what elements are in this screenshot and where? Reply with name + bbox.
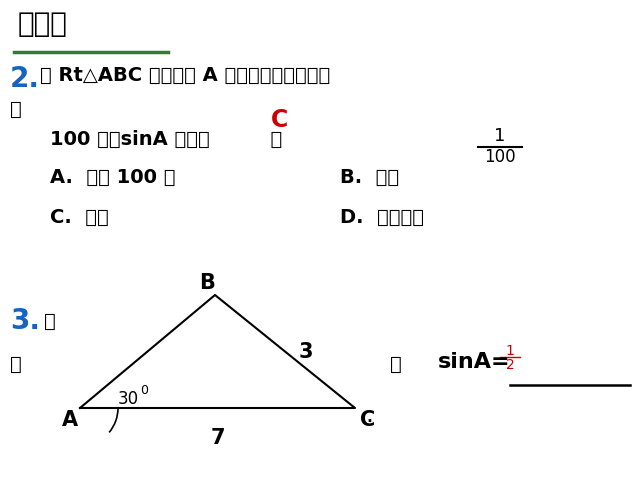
Text: 3.: 3. [10, 307, 40, 335]
Text: B.  缩小: B. 缩小 [340, 168, 399, 187]
Text: 2.: 2. [10, 65, 40, 93]
Text: 100 倍，sinA 的值（         ）: 100 倍，sinA 的值（ ） [50, 130, 282, 149]
Text: 图: 图 [10, 355, 22, 374]
Text: A.  扩大 100 倍: A. 扩大 100 倍 [50, 168, 175, 187]
Text: 7: 7 [211, 428, 225, 448]
Text: C.  不变: C. 不变 [50, 208, 109, 227]
Text: D.  不能确定: D. 不能确定 [340, 208, 424, 227]
Text: 在 Rt△ABC 中，锐角 A 的对边和斜边同时扩: 在 Rt△ABC 中，锐角 A 的对边和斜边同时扩 [40, 66, 330, 85]
Text: ·: · [365, 410, 373, 434]
Text: C: C [360, 410, 375, 430]
Text: A: A [62, 410, 78, 430]
Text: 则: 则 [390, 355, 402, 374]
Text: 1: 1 [494, 127, 506, 145]
Text: sinA=: sinA= [438, 352, 511, 372]
Text: 30: 30 [118, 390, 139, 408]
Text: 0: 0 [140, 384, 148, 397]
Text: 100: 100 [484, 148, 516, 166]
Text: 如: 如 [44, 312, 56, 331]
Text: 1: 1 [506, 344, 515, 358]
Text: 3: 3 [299, 341, 314, 361]
Text: C: C [271, 108, 289, 132]
Text: 大: 大 [10, 100, 22, 119]
Text: B: B [199, 273, 215, 293]
Text: 2: 2 [506, 358, 515, 372]
Text: 练一练: 练一练 [18, 10, 68, 38]
